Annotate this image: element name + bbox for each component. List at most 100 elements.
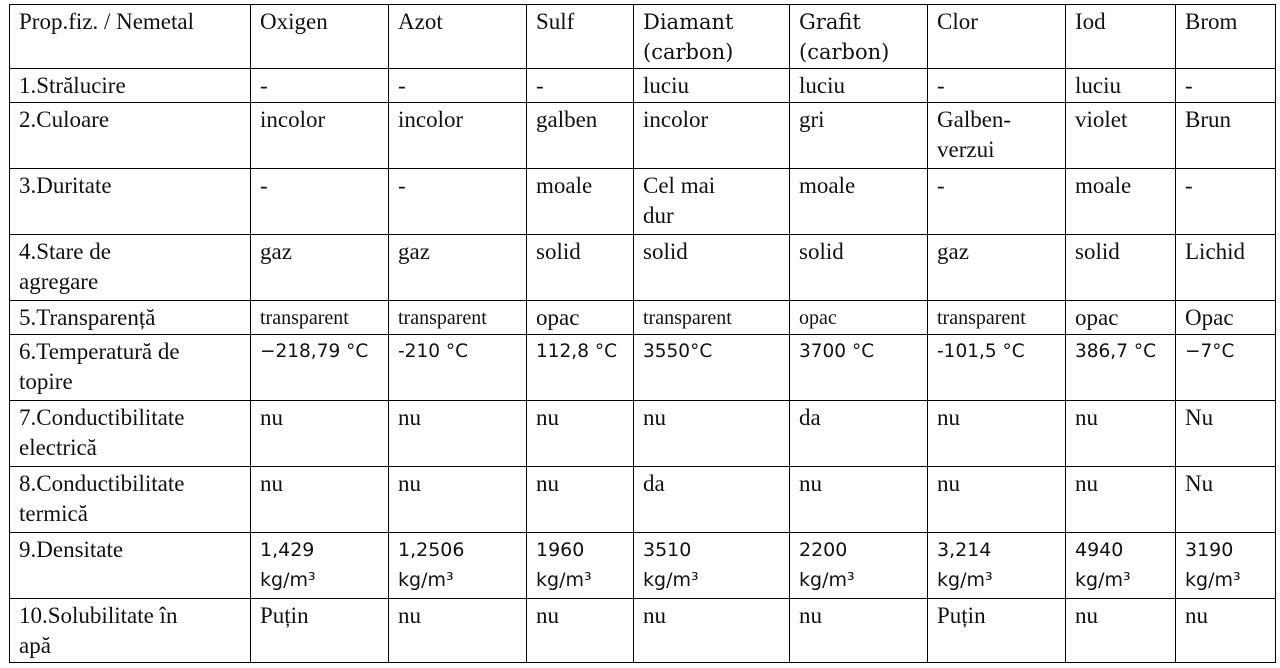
table-cell: incolor — [633, 102, 790, 169]
table-cell: - — [526, 68, 634, 103]
table-cell: Nu — [1175, 466, 1276, 533]
table-cell: 1,2506 kg/m³ — [388, 532, 527, 599]
table-cell: gri — [789, 102, 928, 169]
table-cell: 3700 °C — [789, 334, 928, 401]
table-cell: nu — [1065, 400, 1176, 467]
table-cell: Cel mai dur — [633, 168, 790, 235]
table-cell: incolor — [388, 102, 527, 169]
table-cell: gaz — [927, 234, 1066, 301]
row-label: 8.Conductibilitate termică — [9, 466, 251, 533]
header-cell: Clor — [927, 4, 1066, 69]
header-cell: Sulf — [526, 4, 634, 69]
table-cell: galben — [526, 102, 634, 169]
table-row: 2.Culoare incolor incolor galben incolor… — [9, 102, 1276, 169]
header-cell: Prop.fiz. / Nemetal — [9, 4, 251, 69]
table-cell: Opac — [1175, 300, 1276, 335]
table-cell: nu — [250, 466, 389, 533]
table-cell: 4940 kg/m³ — [1065, 532, 1176, 599]
table-cell: violet — [1065, 102, 1176, 169]
table-cell: Galben-verzui — [927, 102, 1066, 169]
table-cell: 3510 kg/m³ — [633, 532, 790, 599]
table-cell: nu — [250, 400, 389, 467]
table-cell: nu — [789, 598, 928, 663]
table-cell: - — [927, 68, 1066, 103]
header-cell: Brom — [1175, 4, 1276, 69]
table-cell: Puțin — [250, 598, 389, 663]
table-cell: - — [388, 168, 527, 235]
header-cell: Diamant (carbon) — [633, 4, 790, 69]
row-label: 7.Conductibilitate electrică — [9, 400, 251, 467]
table-cell: nu — [927, 466, 1066, 533]
table-cell: moale — [789, 168, 928, 235]
table-cell: incolor — [250, 102, 389, 169]
row-label: 1.Strălucire — [9, 68, 251, 103]
table-cell: - — [250, 168, 389, 235]
table-cell: luciu — [1065, 68, 1176, 103]
table-cell: transparent — [250, 300, 389, 335]
table-cell: - — [388, 68, 527, 103]
table-row: 6.Temperatură de topire −218,79 °C -210 … — [9, 334, 1276, 401]
table-cell: nu — [633, 598, 790, 663]
table-cell: nu — [633, 400, 790, 467]
table-cell: transparent — [633, 300, 790, 335]
table-cell: nu — [526, 466, 634, 533]
table-cell: - — [250, 68, 389, 103]
table-cell: solid — [1065, 234, 1176, 301]
table-cell: Lichid — [1175, 234, 1276, 301]
table-cell: Nu — [1175, 400, 1276, 467]
table-cell: 2200 kg/m³ — [789, 532, 928, 599]
table-row: 3.Duritate - - moale Cel mai dur moale -… — [9, 168, 1276, 235]
table-cell: luciu — [633, 68, 790, 103]
table-row: 1.Strălucire - - - luciu luciu - luciu - — [9, 68, 1276, 103]
header-row: Prop.fiz. / Nemetal Oxigen Azot Sulf Dia… — [9, 4, 1276, 69]
table-cell: nu — [789, 466, 928, 533]
table-cell: nu — [1065, 466, 1176, 533]
table-cell: da — [633, 466, 790, 533]
row-label: 6.Temperatură de topire — [9, 334, 251, 401]
table-cell: gaz — [388, 234, 527, 301]
table-cell: 112,8 °C — [526, 334, 634, 401]
table-cell: solid — [789, 234, 928, 301]
table-cell: gaz — [250, 234, 389, 301]
table-cell: transparent — [388, 300, 527, 335]
table-cell: nu — [1065, 598, 1176, 663]
table-cell: nu — [927, 400, 1066, 467]
table-row: 4.Stare de agregare gaz gaz solid solid … — [9, 234, 1276, 301]
table-cell: - — [1175, 68, 1276, 103]
nonmetal-properties-table: Prop.fiz. / Nemetal Oxigen Azot Sulf Dia… — [9, 4, 1276, 663]
table-cell: nu — [526, 598, 634, 663]
table-cell: nu — [388, 466, 527, 533]
table-cell: −218,79 °C — [250, 334, 389, 401]
table-cell: 1,429 kg/m³ — [250, 532, 389, 599]
row-label: 3.Duritate — [9, 168, 251, 235]
table-cell: nu — [526, 400, 634, 467]
row-label: 9.Densitate — [9, 532, 251, 599]
table-cell: - — [1175, 168, 1276, 235]
table-cell: da — [789, 400, 928, 467]
table-cell: -210 °C — [388, 334, 527, 401]
row-label: 10.Solubilitate în apă — [9, 598, 251, 663]
row-label: 2.Culoare — [9, 102, 251, 169]
table-cell: 3550°C — [633, 334, 790, 401]
table-cell: −7°C — [1175, 334, 1276, 401]
header-cell: Iod — [1065, 4, 1176, 69]
table-cell: opac — [526, 300, 634, 335]
table-cell: 3,214 kg/m³ — [927, 532, 1066, 599]
table-cell: - — [927, 168, 1066, 235]
header-cell: Azot — [388, 4, 527, 69]
table-cell: Brun — [1175, 102, 1276, 169]
table-cell: moale — [1065, 168, 1176, 235]
table-cell: transparent — [927, 300, 1066, 335]
header-cell: Oxigen — [250, 4, 389, 69]
table-cell: nu — [388, 598, 527, 663]
table-row: 8.Conductibilitate termică nu nu nu da n… — [9, 466, 1276, 533]
table-cell: -101,5 °C — [927, 334, 1066, 401]
table-row: 10.Solubilitate în apă Puțin nu nu nu nu… — [9, 598, 1276, 663]
table-cell: solid — [526, 234, 634, 301]
table-cell: opac — [1065, 300, 1176, 335]
table-cell: 3190 kg/m³ — [1175, 532, 1276, 599]
table-cell: luciu — [789, 68, 928, 103]
header-cell: Grafit (carbon) — [789, 4, 928, 69]
table-cell: moale — [526, 168, 634, 235]
table-row: 5.Transparență transparent transparent o… — [9, 300, 1276, 335]
